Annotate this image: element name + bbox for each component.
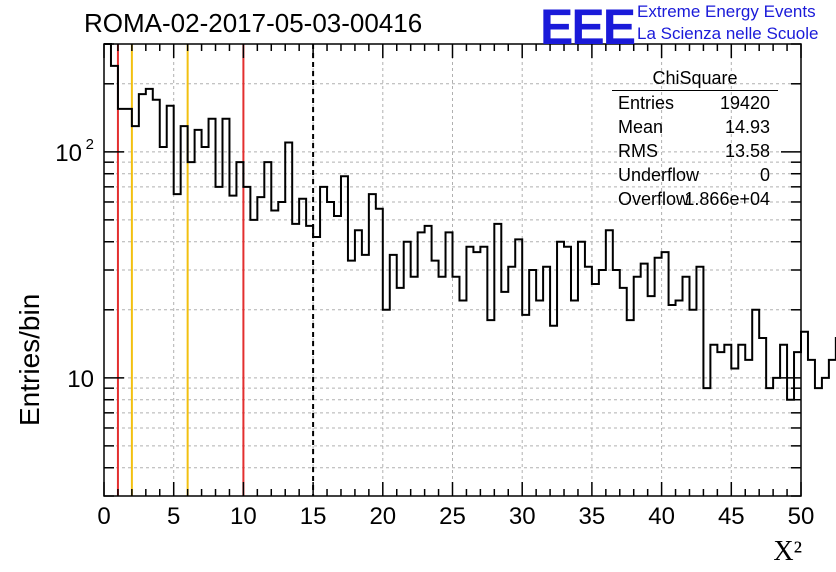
x-tick-label: 30 (509, 503, 536, 530)
x-axis-label: X² (773, 536, 802, 567)
y-tick-label: 10 (55, 140, 82, 167)
y-tick-label-exponent: 2 (86, 136, 94, 153)
eee-logo: EEE (540, 0, 636, 55)
y-tick-label: 10 (67, 366, 94, 393)
stats-box: ChiSquare Entries 19420 Mean 14.93 RMS 1… (612, 66, 778, 211)
stat-value: 0 (759, 165, 770, 185)
x-tick-label: 45 (718, 503, 745, 530)
stat-key: Overflow (618, 189, 690, 209)
x-tick-label: 15 (300, 503, 327, 530)
x-tick-label: 25 (439, 503, 466, 530)
stat-key: Underflow (618, 165, 700, 185)
stat-row-entries: Entries 19420 (612, 91, 778, 115)
chart-title: ROMA-02-2017-05-03-00416 (84, 8, 423, 38)
stat-row-mean: Mean 14.93 (612, 115, 778, 139)
org-name-line1: Extreme Energy Events (637, 2, 816, 21)
x-tick-label: 35 (579, 503, 606, 530)
stat-key: RMS (618, 141, 658, 161)
stat-value: 19420 (719, 93, 770, 113)
stat-row-overflow: Overflow 1.866e+04 (612, 187, 778, 211)
stat-row-rms: RMS 13.58 (612, 139, 778, 163)
stat-value: 13.58 (724, 141, 770, 161)
stat-row-underflow: Underflow 0 (612, 163, 778, 187)
stat-key: Entries (618, 93, 675, 113)
x-tick-label: 10 (230, 503, 257, 530)
stats-box-title: ChiSquare (612, 66, 778, 91)
x-tick-label: 50 (788, 503, 815, 530)
stat-value: 14.93 (724, 117, 770, 137)
x-tick-label: 40 (648, 503, 675, 530)
stat-value: 1.866e+04 (684, 189, 770, 209)
y-axis-label: Entries/bin (14, 293, 45, 426)
x-tick-label: 20 (369, 503, 396, 530)
x-tick-label: 5 (167, 503, 180, 530)
x-tick-label: 0 (97, 503, 110, 530)
stat-key: Mean (618, 117, 664, 137)
org-name-line2: La Scienza nelle Scuole (637, 24, 819, 43)
axis-ticks (103, 43, 802, 497)
